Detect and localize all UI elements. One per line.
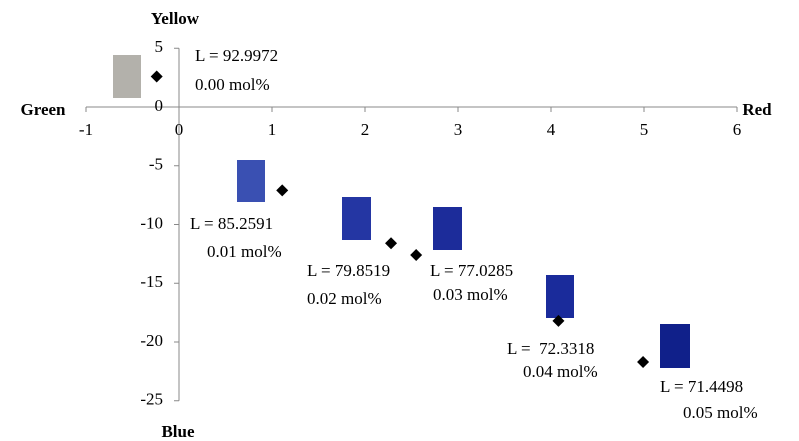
- y-tick-label: -25: [140, 390, 163, 409]
- y-tick-label: -5: [149, 155, 163, 174]
- point-label: L = 71.4498: [660, 377, 743, 396]
- y-tick-label: 0: [155, 96, 164, 115]
- sample-swatch: [433, 207, 462, 250]
- point-label: L = 79.8519: [307, 261, 390, 280]
- point-label: L = 85.2591: [190, 214, 273, 233]
- data-point: [410, 249, 422, 261]
- x-tick-label: 3: [454, 120, 463, 139]
- point-label: 0.00 mol%: [195, 75, 270, 94]
- axis-label: Red: [742, 100, 772, 119]
- point-label: 0.04 mol%: [523, 362, 598, 381]
- axis-label: Blue: [161, 422, 195, 441]
- point-label: 0.05 mol%: [683, 403, 758, 422]
- sample-swatch: [113, 55, 141, 98]
- y-tick-label: -20: [140, 331, 163, 350]
- chart: Yellow Green Red Blue -10123456-25-20-15…: [0, 0, 799, 441]
- x-tick-label: -1: [79, 120, 93, 139]
- point-label: L = 77.0285: [430, 261, 513, 280]
- x-tick-label: 2: [361, 120, 370, 139]
- sample-swatch: [237, 160, 265, 202]
- axis-label: Yellow: [151, 9, 200, 28]
- y-tick-label: 5: [155, 37, 164, 56]
- point-label: L = 72.3318: [507, 339, 594, 358]
- sample-swatch: [342, 197, 371, 240]
- x-tick-label: 0: [175, 120, 184, 139]
- point-label: 0.03 mol%: [433, 285, 508, 304]
- sample-swatch: [546, 275, 574, 318]
- x-tick-label: 4: [547, 120, 556, 139]
- data-point: [276, 184, 288, 196]
- data-point: [385, 237, 397, 249]
- point-label: 0.01 mol%: [207, 242, 282, 261]
- axis-label: Green: [20, 100, 66, 119]
- x-tick-label: 6: [733, 120, 742, 139]
- x-tick-label: 1: [268, 120, 277, 139]
- point-label: L = 92.9972: [195, 46, 278, 65]
- y-tick-label: -15: [140, 272, 163, 291]
- data-point: [151, 70, 163, 82]
- sample-swatch: [660, 324, 690, 368]
- data-point: [637, 356, 649, 368]
- x-tick-label: 5: [640, 120, 649, 139]
- y-tick-label: -10: [140, 213, 163, 232]
- point-label: 0.02 mol%: [307, 289, 382, 308]
